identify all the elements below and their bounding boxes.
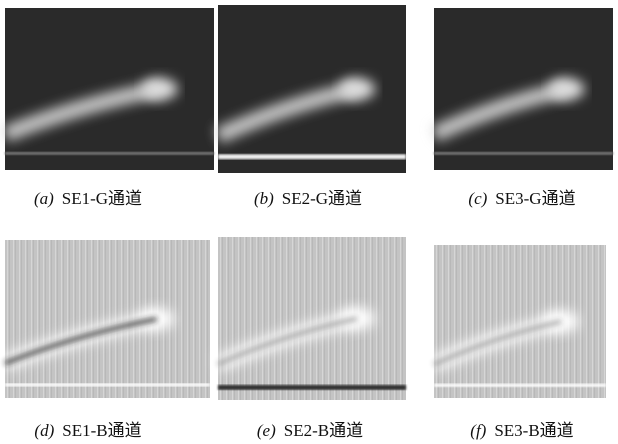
caption-label: (a) [34, 189, 54, 208]
panel-image [434, 8, 613, 170]
horizontal-line [218, 154, 406, 159]
caption: (f) SE3-B通道 [470, 421, 573, 440]
caption-text: SE3-B通道 [494, 421, 573, 440]
caption: (e) SE2-B通道 [257, 421, 363, 440]
caption-label: (d) [34, 421, 54, 440]
image-background [434, 245, 606, 398]
caption: (d) SE1-B通道 [34, 421, 141, 440]
caption: (c) SE3-G通道 [468, 189, 575, 208]
caption-text: SE3-G通道 [495, 189, 575, 208]
caption-text: SE1-G通道 [62, 189, 142, 208]
image-background [218, 5, 406, 173]
panel-image [434, 245, 606, 398]
image-background [5, 240, 210, 398]
horizontal-line [5, 152, 214, 155]
image-background [5, 8, 214, 170]
streak-head [339, 78, 375, 100]
caption: (a) SE1-G通道 [34, 189, 142, 208]
streak-head [548, 78, 584, 100]
caption: (b) SE2-G通道 [254, 189, 362, 208]
horizontal-line [434, 152, 613, 155]
streak-head [142, 78, 178, 100]
image-background [218, 237, 406, 400]
caption-text: SE2-B通道 [284, 421, 363, 440]
panel-image [218, 237, 406, 400]
caption-text: SE1-B通道 [62, 421, 141, 440]
horizontal-line [434, 384, 606, 387]
caption-label: (e) [257, 421, 276, 440]
caption-label: (b) [254, 189, 274, 208]
caption-label: (c) [468, 189, 487, 208]
caption-label: (f) [470, 421, 486, 440]
panel-image [5, 240, 210, 398]
panel-image [218, 5, 406, 173]
horizontal-line [5, 383, 210, 386]
panel-image [5, 8, 214, 170]
caption-text: SE2-G通道 [282, 189, 362, 208]
image-background [434, 8, 613, 170]
streak-head [543, 311, 579, 333]
figure: (a) SE1-G通道 (b) SE2-G通道 (c) SE3-G通道 (d) SE1-B通道… [0, 0, 618, 444]
horizontal-line [218, 385, 406, 390]
